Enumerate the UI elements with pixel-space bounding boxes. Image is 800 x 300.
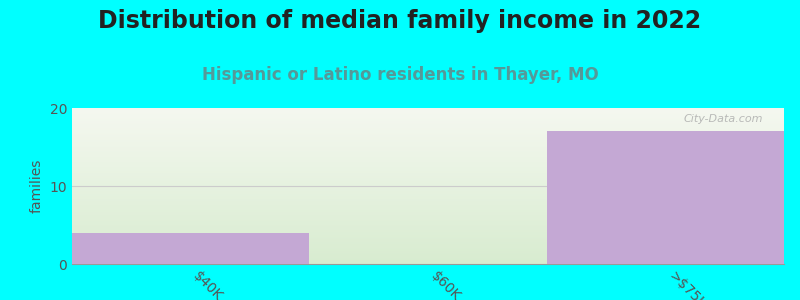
Text: Hispanic or Latino residents in Thayer, MO: Hispanic or Latino residents in Thayer, … <box>202 66 598 84</box>
Bar <box>546 131 784 264</box>
Text: Distribution of median family income in 2022: Distribution of median family income in … <box>98 9 702 33</box>
Text: City-Data.com: City-Data.com <box>683 114 762 124</box>
Y-axis label: families: families <box>30 159 44 213</box>
Bar <box>72 233 310 264</box>
